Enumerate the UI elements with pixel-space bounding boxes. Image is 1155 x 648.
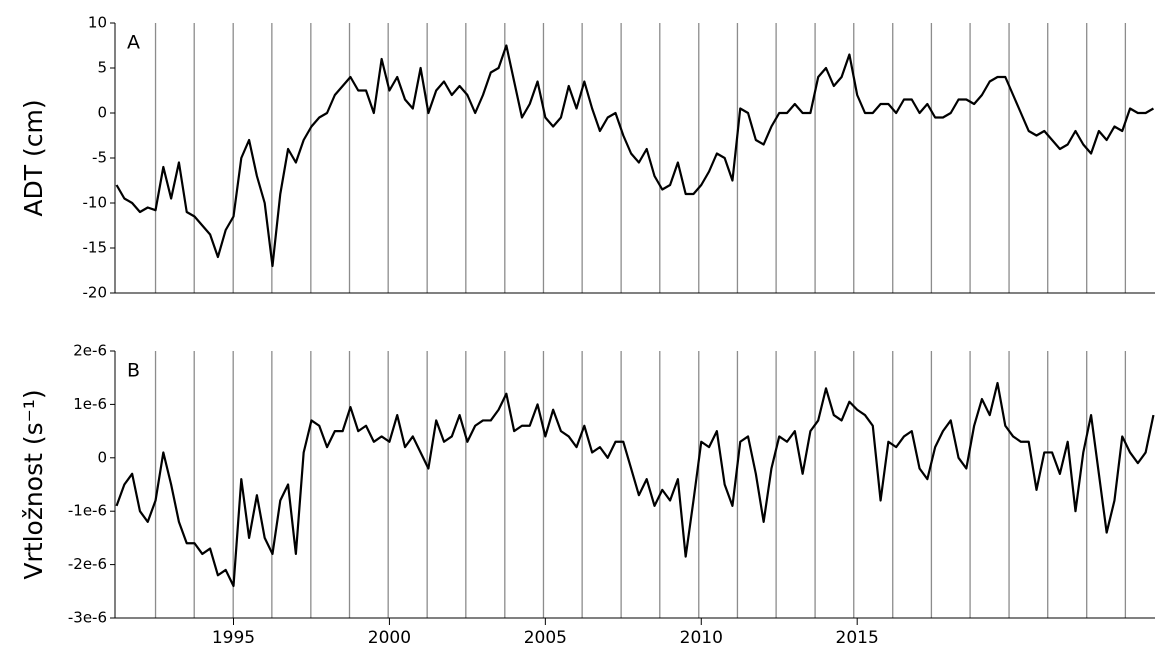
y-axis-label: Vrtložnost (s⁻¹)	[19, 389, 48, 579]
panel: -3e-6 -2e-6 -1e-6 0 1e-6 2e-6 1995 2000 2005 2010…	[19, 342, 1155, 648]
y-tick-label: -2e-6	[68, 555, 107, 573]
y-tick-label: -3e-6	[68, 609, 107, 627]
y-tick-label: -15	[83, 239, 108, 257]
y-tick-label: -20	[83, 284, 108, 302]
y-tick-label: -5	[92, 149, 107, 167]
y-tick-label: 1e-6	[73, 395, 107, 413]
panel-label: A	[127, 32, 140, 54]
x-tick-label: 2015	[836, 628, 879, 648]
x-tick-label: 1995	[212, 628, 255, 648]
data-line	[115, 381, 1155, 588]
x-tick-label: 2005	[524, 628, 567, 648]
y-tick-label: 5	[97, 59, 107, 77]
y-tick-label: 0	[97, 104, 107, 122]
panel-label: B	[127, 360, 140, 382]
y-axis-label: ADT (cm)	[19, 99, 48, 216]
y-tick-label: 2e-6	[73, 342, 107, 360]
data-line	[115, 44, 1154, 268]
x-tick-label: 2010	[680, 628, 723, 648]
y-tick-label: 0	[97, 448, 107, 466]
x-tick-label: 2000	[368, 628, 411, 648]
y-tick-label: 10	[88, 14, 107, 32]
panel: -20 -15 -10 -5 0 5 10 ADT (cm) A	[19, 14, 1155, 302]
y-tick-label: -1e-6	[68, 502, 107, 520]
y-tick-label: -10	[83, 194, 108, 212]
